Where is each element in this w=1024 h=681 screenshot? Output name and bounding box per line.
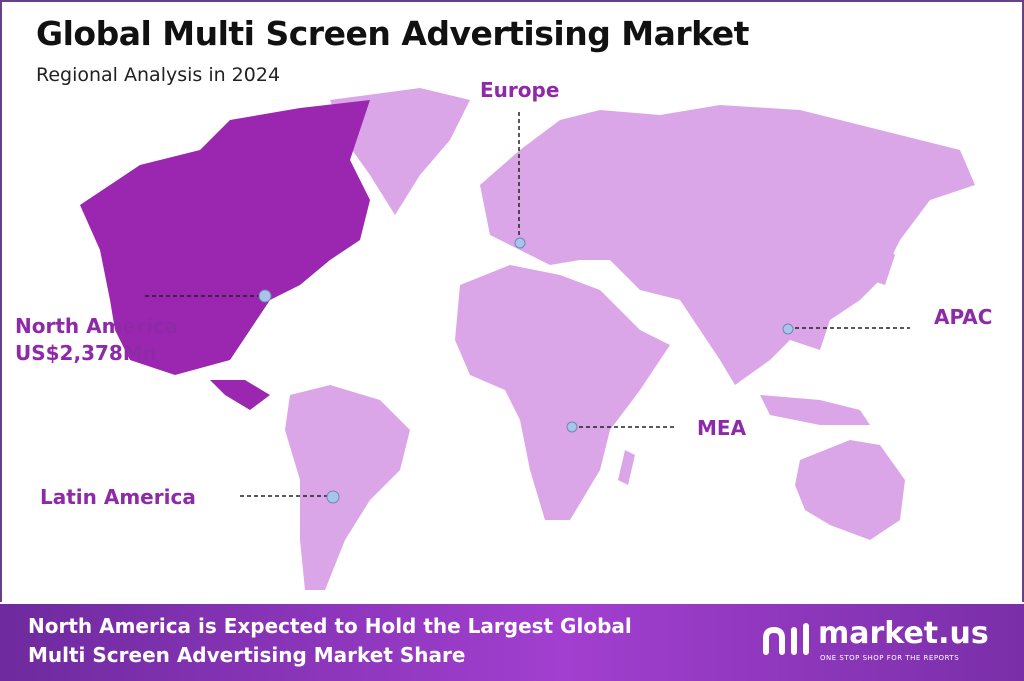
footer-banner: North America is Expected to Hold the La… (0, 604, 1024, 681)
region-label-mea: MEA (697, 416, 747, 440)
page-subtitle: Regional Analysis in 2024 (36, 64, 281, 86)
region-value: US$2,378Mn (15, 341, 157, 365)
japan (870, 240, 895, 285)
mea-marker (566, 421, 578, 433)
footer-text: North America is Expected to Hold the La… (28, 612, 632, 670)
region-label-europe: Europe (480, 78, 560, 102)
region-label-north-america: North America US$2,378Mn (15, 313, 178, 367)
footer-line-2: Multi Screen Advertising Market Share (28, 643, 466, 667)
region-label-latin-america: Latin America (40, 485, 196, 509)
greenland (330, 88, 470, 215)
australia (795, 440, 905, 540)
region-label-apac: APAC (934, 305, 993, 329)
frame (0, 0, 1024, 602)
logo-icon (763, 623, 809, 655)
uk (485, 190, 500, 220)
world-map (80, 88, 975, 590)
page-title: Global Multi Screen Advertising Market (36, 14, 749, 53)
europe-asia (480, 105, 975, 385)
logo-tagline: ONE STOP SHOP FOR THE REPORTS (820, 654, 960, 662)
footer-line-1: North America is Expected to Hold the La… (28, 614, 632, 638)
logo-name: market.us (818, 616, 989, 651)
apac-marker (782, 323, 794, 335)
market-us-logo: market.us ONE STOP SHOP FOR THE REPORTS (760, 616, 989, 664)
madagascar (618, 450, 635, 485)
europe-marker (514, 237, 526, 249)
north-america-marker (258, 289, 272, 303)
africa (455, 265, 670, 520)
latin-america-marker (326, 490, 340, 504)
indonesia (760, 395, 870, 425)
north-america (80, 100, 370, 410)
south-america (285, 385, 410, 590)
region-name: North America (15, 314, 179, 338)
